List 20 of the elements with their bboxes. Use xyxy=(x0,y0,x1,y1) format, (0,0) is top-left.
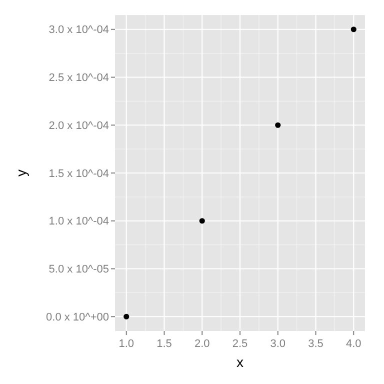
x-tick-label: 3.0 xyxy=(270,338,286,350)
y-tick-label: 0.0 x 10^+00 xyxy=(46,311,109,324)
x-tick-label: 4.0 xyxy=(346,338,362,350)
x-tick-label: 1.0 xyxy=(118,338,134,350)
point xyxy=(350,26,356,32)
x-tick-label: 2.5 xyxy=(232,338,248,350)
y-tick-label: 1.0 x 10^-04 xyxy=(48,216,109,228)
point xyxy=(124,314,130,320)
x-tick-label: 1.5 xyxy=(156,338,172,350)
point xyxy=(199,218,205,224)
y-tick-label: 3.0 x 10^-04 xyxy=(48,24,109,36)
y-axis-title: y xyxy=(13,170,29,176)
y-tick-label: 2.0 x 10^-04 xyxy=(48,120,109,132)
x-tick-label: 2.0 xyxy=(194,338,210,350)
y-tick-label: 5.0 x 10^-05 xyxy=(48,264,109,276)
x-tick-label: 3.5 xyxy=(308,338,324,350)
y-tick-label: 2.5 x 10^-04 xyxy=(48,72,109,84)
point xyxy=(275,122,281,128)
x-axis-title: x xyxy=(236,354,244,370)
y-tick-label: 1.5 x 10^-04 xyxy=(48,168,109,180)
